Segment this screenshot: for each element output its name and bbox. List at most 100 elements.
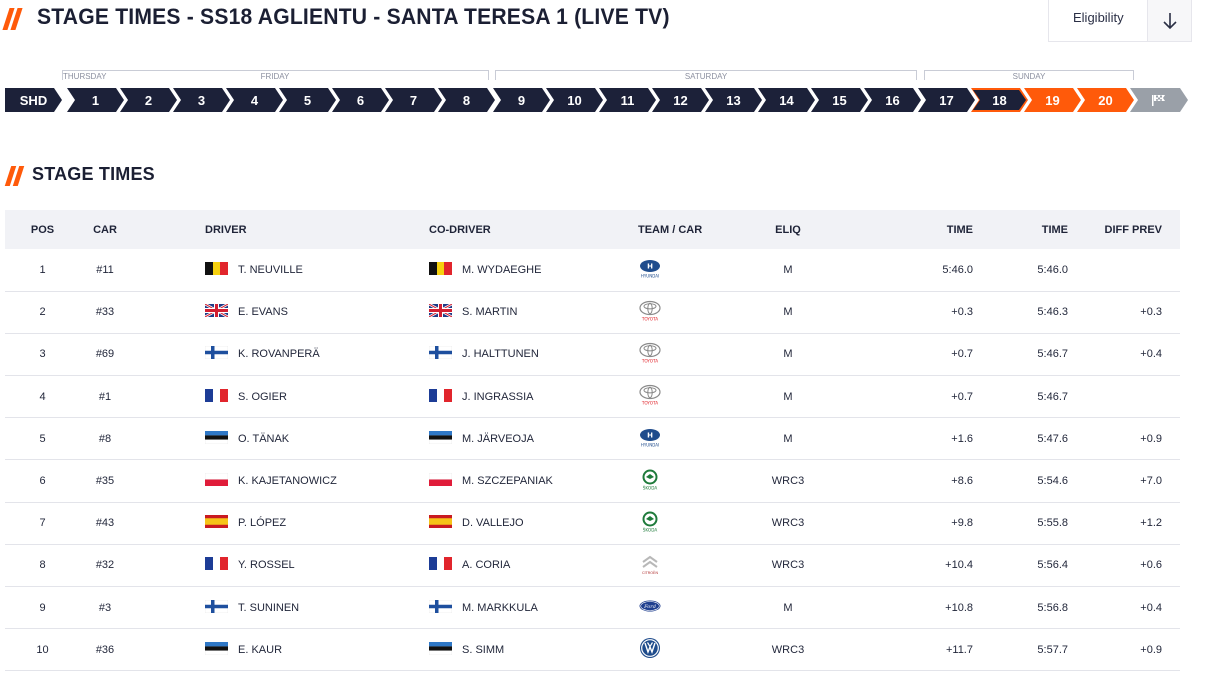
col-eliq[interactable]: ELIQ: [775, 223, 801, 236]
codriver-name[interactable]: S. MARTIN: [462, 306, 518, 319]
stage-16[interactable]: 16: [864, 88, 921, 112]
driver-name[interactable]: S. OGIER: [238, 390, 287, 403]
col-team[interactable]: TEAM / CAR: [638, 223, 703, 236]
codriver-name[interactable]: J. INGRASSIA: [462, 390, 534, 403]
stage-11[interactable]: 11: [599, 88, 656, 112]
cell-driver[interactable]: P. LÓPEZ: [180, 502, 429, 545]
cell-total-time: 5:55.8: [973, 502, 1068, 545]
cell-driver[interactable]: K. KAJETANOWICZ: [180, 459, 429, 503]
stage-selector: SHD 1 2 3 4 5 6 7 8 9 10 11 12 13 14 15 16 17 18 19 20: [0, 88, 1210, 112]
cell-driver[interactable]: O. TÄNAK: [180, 417, 429, 461]
table-row[interactable]: 1 #11 T. NEUVILLE M. WYDAEGHE H HYUNDAI M 5:46.…: [5, 249, 1180, 292]
stage-14[interactable]: 14: [758, 88, 815, 112]
cell-codriver[interactable]: S. SIMM: [429, 628, 638, 672]
stage-6[interactable]: 6: [332, 88, 389, 112]
stage-10[interactable]: 10: [546, 88, 603, 112]
stage-12[interactable]: 12: [652, 88, 709, 112]
table-row[interactable]: 7 #43 P. LÓPEZ D. VALLEJO ŠKODA WRC3 +9.8 5:55.…: [5, 502, 1180, 545]
stage-5[interactable]: 5: [279, 88, 336, 112]
cell-driver[interactable]: S. OGIER: [180, 375, 429, 419]
flag-icon: [429, 641, 452, 658]
flag-icon: [205, 515, 228, 531]
day-label-saturday: SATURDAY: [495, 70, 917, 81]
col-total-time[interactable]: TIME: [1041, 223, 1068, 236]
cell-codriver[interactable]: S. MARTIN: [429, 291, 638, 334]
stage-3[interactable]: 3: [173, 88, 230, 112]
table-row[interactable]: 8 #32 Y. ROSSEL A. CORIA CITROËN WRC3 +10.4 5:5…: [5, 544, 1180, 588]
stage-18[interactable]: 18: [971, 88, 1028, 112]
codriver-name[interactable]: M. JÄRVEOJA: [462, 432, 534, 445]
driver-name[interactable]: E. KAUR: [238, 643, 283, 656]
stage-20[interactable]: 20: [1077, 88, 1134, 112]
stage-1[interactable]: 1: [67, 88, 124, 112]
col-diff-prev[interactable]: DIFF PREV: [1104, 223, 1162, 236]
table-row[interactable]: 10 #36 E. KAUR S. SIMM WRC3 +11.7 5:57.7 +0.9: [5, 628, 1180, 672]
table-row[interactable]: 4 #1 S. OGIER J. INGRASSIA TOYOTA M +0.7 5:46.7: [5, 375, 1180, 419]
cell-codriver[interactable]: M. SZCZEPANIAK: [429, 459, 638, 503]
cell-pos: 10: [5, 628, 80, 672]
cell-time: +8.6: [868, 459, 973, 503]
cell-codriver[interactable]: M. WYDAEGHE: [429, 249, 638, 292]
codriver-name[interactable]: S. SIMM: [462, 643, 505, 656]
stage-17[interactable]: 17: [918, 88, 975, 112]
driver-name[interactable]: K. ROVANPERÄ: [238, 348, 320, 361]
hyundai-logo-icon: H HYUNDAI: [638, 260, 662, 283]
stage-7[interactable]: 7: [385, 88, 442, 112]
cell-codriver[interactable]: A. CORIA: [429, 544, 638, 588]
cell-driver[interactable]: E. EVANS: [180, 291, 429, 334]
driver-name[interactable]: K. KAJETANOWICZ: [238, 475, 337, 488]
cell-pos: 2: [5, 291, 80, 334]
stage-2[interactable]: 2: [120, 88, 177, 112]
table-row[interactable]: 6 #35 K. KAJETANOWICZ M. SZCZEPANIAK ŠKODA WR…: [5, 459, 1180, 503]
codriver-name[interactable]: A. CORIA: [462, 559, 511, 572]
codriver-name[interactable]: M. WYDAEGHE: [462, 263, 542, 276]
codriver-name[interactable]: M. MARKKULA: [462, 601, 538, 614]
cell-codriver[interactable]: D. VALLEJO: [429, 502, 638, 545]
stage-19[interactable]: 19: [1024, 88, 1081, 112]
page-title: STAGE TIMES - SS18 AGLIENTU - SANTA TERE…: [37, 4, 670, 29]
stage-9[interactable]: 9: [493, 88, 550, 112]
stage-8[interactable]: 8: [438, 88, 495, 112]
driver-name[interactable]: Y. ROSSEL: [238, 559, 295, 572]
table-row[interactable]: 9 #3 T. SUNINEN M. MARKKULA Ford M +10.8 5:56.8…: [5, 586, 1180, 630]
driver-name[interactable]: P. LÓPEZ: [238, 517, 287, 530]
flag-icon: [429, 430, 452, 447]
cell-codriver[interactable]: M. JÄRVEOJA: [429, 417, 638, 461]
cell-driver[interactable]: T. SUNINEN: [180, 586, 429, 630]
toyota-logo-icon: TOYOTA: [638, 342, 662, 368]
toyota-logo-icon: TOYOTA: [638, 385, 662, 410]
cell-total-time: 5:54.6: [973, 459, 1068, 503]
finish-flag-icon[interactable]: [1130, 88, 1188, 112]
eligibility-dropdown[interactable]: Eligibility: [1048, 0, 1192, 42]
cell-codriver[interactable]: J. HALTTUNEN: [429, 333, 638, 377]
driver-name[interactable]: T. SUNINEN: [238, 601, 300, 614]
col-time[interactable]: TIME: [946, 223, 973, 236]
cell-team: CITROËN: [638, 544, 758, 588]
table-row[interactable]: 5 #8 O. TÄNAK M. JÄRVEOJA H HYUNDAI M +1.6 5:47.…: [5, 417, 1180, 461]
codriver-name[interactable]: D. VALLEJO: [462, 517, 524, 530]
table-row[interactable]: 3 #69 K. ROVANPERÄ J. HALTTUNEN TOYOTA M +0.7 5…: [5, 333, 1180, 377]
col-codriver[interactable]: CO-DRIVER: [429, 223, 491, 236]
col-pos[interactable]: POS: [30, 223, 55, 236]
driver-name[interactable]: T. NEUVILLE: [238, 263, 303, 276]
col-driver[interactable]: DRIVER: [205, 223, 247, 236]
driver-name[interactable]: E. EVANS: [238, 306, 288, 319]
stage-shd[interactable]: SHD: [5, 88, 62, 112]
cell-driver[interactable]: T. NEUVILLE: [180, 249, 429, 292]
driver-name[interactable]: O. TÄNAK: [238, 432, 290, 445]
cell-diff-prev: +0.4: [1068, 333, 1180, 377]
stage-15[interactable]: 15: [811, 88, 868, 112]
table-row[interactable]: 2 #33 E. EVANS S. MARTIN TOYOTA M +0.3 5:46.3 +0…: [5, 291, 1180, 334]
cell-driver[interactable]: E. KAUR: [180, 628, 429, 672]
stage-13[interactable]: 13: [705, 88, 762, 112]
codriver-name[interactable]: M. SZCZEPANIAK: [462, 475, 553, 488]
cell-total-time: 5:46.0: [973, 249, 1068, 292]
arrow-down-icon[interactable]: [1147, 0, 1191, 41]
stage-4[interactable]: 4: [226, 88, 283, 112]
cell-codriver[interactable]: M. MARKKULA: [429, 586, 638, 630]
codriver-name[interactable]: J. HALTTUNEN: [462, 348, 539, 361]
cell-codriver[interactable]: J. INGRASSIA: [429, 375, 638, 419]
col-car[interactable]: CAR: [93, 223, 117, 236]
cell-driver[interactable]: K. ROVANPERÄ: [180, 333, 429, 377]
cell-driver[interactable]: Y. ROSSEL: [180, 544, 429, 588]
